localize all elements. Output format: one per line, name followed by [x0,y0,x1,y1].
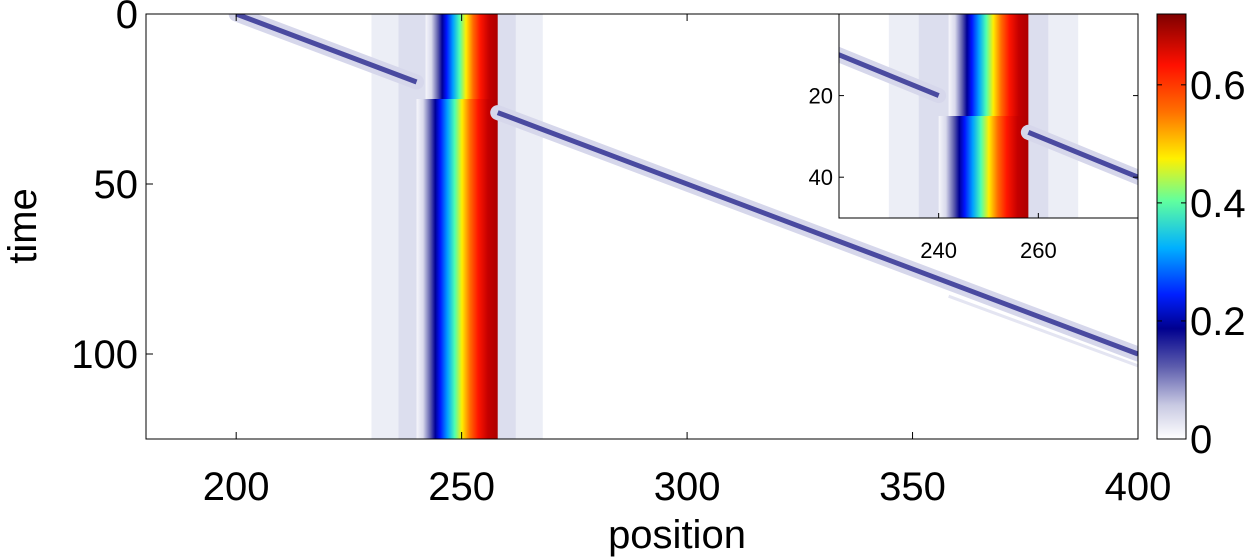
y-tick-label: 100 [71,333,138,377]
y-axis-title: time [1,188,45,264]
inset-y-tick-label: 40 [809,165,833,190]
y-tick-label: 0 [116,0,138,37]
inset-y-tick-label: 20 [809,84,833,109]
incoming-pulse [839,52,940,98]
band-lower [938,116,1029,218]
band-upper [948,14,1029,116]
outgoing-pulse-shadow [948,294,1138,368]
x-tick-label: 400 [1105,465,1172,509]
colorbar-axis: 0 0.2 0.4 0.6 [1157,64,1246,462]
y-tick-label: 50 [94,163,139,207]
x-tick-label: 350 [879,465,946,509]
inset-heatmap [839,14,1138,218]
colorbar-gradient [1156,13,1187,440]
x-tick-label: 200 [203,465,270,509]
band-upper [425,14,498,99]
x-tick-label: 250 [428,465,495,509]
colorbar: 0 0.2 0.4 0.6 [1156,13,1246,462]
inset-x-tick-label: 240 [920,238,957,263]
colorbar-tick-label: 0.4 [1190,182,1246,226]
x-tick-label: 300 [654,465,721,509]
incoming-pulse [235,14,418,85]
inset-axes: 240 260 20 40 [809,84,1138,263]
colorbar-tick-label: 0.6 [1190,64,1246,108]
colorbar-tick-label: 0.2 [1190,300,1246,344]
inset-plot-frame [838,13,1139,219]
main-axes: 200 250 300 350 400 0 50 100 [71,0,1171,509]
x-axis-title: position [608,513,746,557]
outgoing-pulse [496,110,1138,357]
colorbar-tick-label: 0 [1190,418,1212,462]
main-heatmap [228,14,1138,439]
inset-plot: 240 260 20 40 [809,13,1139,263]
main-plot-frame [145,13,1139,440]
band-lower [416,99,498,439]
inset-x-tick-label: 260 [1020,238,1057,263]
